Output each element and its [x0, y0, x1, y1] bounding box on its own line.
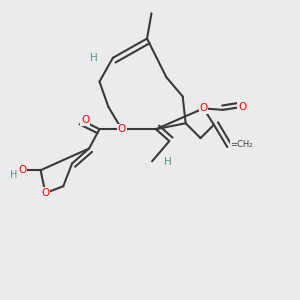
Text: H: H: [10, 170, 17, 180]
Text: O: O: [81, 115, 89, 125]
Text: H: H: [90, 53, 98, 63]
Text: O: O: [118, 124, 126, 134]
Text: =CH₂: =CH₂: [230, 140, 253, 148]
Text: O: O: [200, 103, 208, 113]
Text: H: H: [164, 157, 172, 167]
Text: O: O: [18, 165, 26, 175]
Text: O: O: [41, 188, 50, 198]
Text: O: O: [238, 102, 246, 112]
